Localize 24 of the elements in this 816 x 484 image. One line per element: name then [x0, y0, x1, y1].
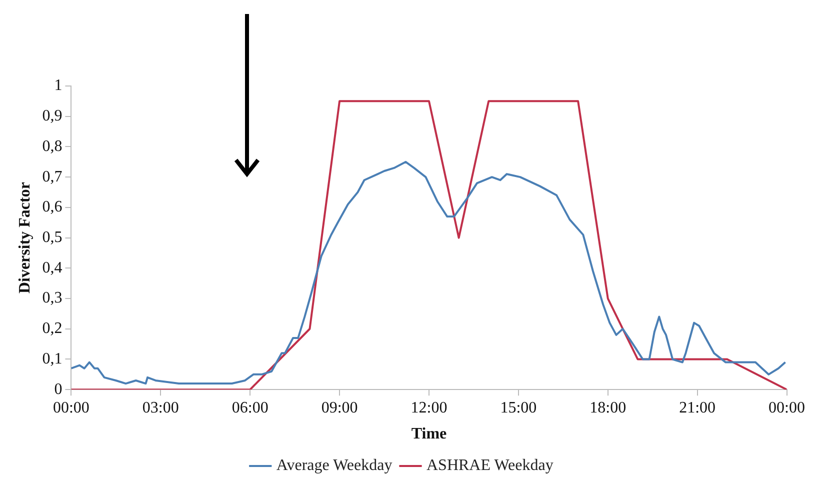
y-tick-label: 0,7 — [42, 168, 62, 186]
y-tick-label: 0,1 — [42, 350, 62, 368]
y-tick-label: 0,2 — [42, 320, 62, 338]
x-tick-label: 00:00 — [52, 399, 90, 416]
x-tick-label: 15:00 — [500, 399, 537, 416]
x-tick-label: 09:00 — [321, 399, 358, 416]
y-tick-label: 0,8 — [42, 138, 62, 155]
x-tick-label: 06:00 — [232, 399, 268, 416]
x-tick-label: 18:00 — [590, 399, 626, 416]
y-tick-label: 0,6 — [42, 198, 62, 216]
x-tick-label: 21:00 — [679, 399, 716, 416]
legend-label: Average Weekday — [276, 457, 392, 474]
x-axis-title: Time — [411, 426, 447, 443]
y-tick-label: 0,3 — [42, 290, 62, 307]
y-tick-label: 1 — [54, 77, 62, 94]
x-tick-label: 00:00 — [768, 399, 806, 416]
y-tick-label: 0,9 — [42, 108, 62, 125]
legend-label: ASHRAE Weekday — [426, 457, 554, 474]
y-tick-label: 0 — [54, 380, 62, 398]
y-tick-label: 0,4 — [42, 259, 62, 276]
x-tick-label: 12:00 — [410, 399, 448, 416]
y-tick-label: 0,5 — [42, 229, 62, 246]
y-axis-title: Diversity Factor — [16, 182, 34, 294]
x-tick-label: 03:00 — [142, 399, 179, 416]
